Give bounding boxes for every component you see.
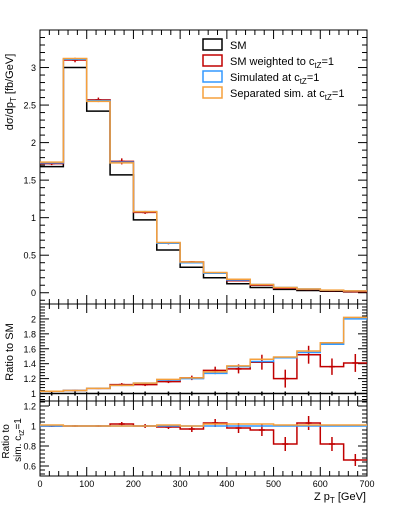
ratio-sim-series-group <box>40 416 367 466</box>
legend-label-simulated-subscript: tZ <box>300 77 307 86</box>
ratio-sim-y-axis-label-line2-text: sim. c <box>13 436 24 462</box>
legend-swatch-separated <box>202 86 223 99</box>
legend-swatch-simulated <box>202 70 223 83</box>
x-tick-label: 100 <box>79 479 94 489</box>
ratio-sim-x-axis-ticks: 0 100 200 300 400 500 600 700 <box>37 401 375 489</box>
main-y-tick-label: 0 <box>31 288 36 298</box>
main-x-axis-ticks <box>39 30 368 304</box>
ratio-sim-plot-frame <box>39 400 368 477</box>
main-y-axis-label-subscript: T <box>9 97 18 102</box>
ratio-to-sm-panel: Ratio to SM 1 1.2 1.4 1.6 1.8 2 <box>4 303 368 402</box>
main-y-tick-label: 3 <box>31 63 36 73</box>
ratio-sim-series-sm-weighted-to-c-line <box>40 422 367 461</box>
ratio-sim-y-tick-label: 1.2 <box>23 402 36 412</box>
main-series-separated-sim-at-c-line <box>40 57 367 292</box>
main-y-tick-label: 1 <box>31 213 36 223</box>
legend-label-simulated-suffix: =1 <box>307 72 320 84</box>
ratio-sim-y-tick-label: 1 <box>31 422 36 432</box>
legend-swatch-sm <box>202 38 223 51</box>
legend-entry-sm: SM <box>202 38 247 52</box>
ratio-sim-y-axis-label-line1: Ratio to <box>1 424 12 459</box>
legend-label-separated: Separated sim. at ctZ=1 <box>230 88 344 102</box>
x-tick-label: 0 <box>37 479 42 489</box>
legend-label-simulated-text: Simulated at c <box>230 72 300 84</box>
ratio-sm-y-tick-label: 2 <box>31 314 36 324</box>
legend-swatch-sm-weighted <box>202 54 223 67</box>
legend-label-simulated: Simulated at ctZ=1 <box>230 72 319 86</box>
ratio-sim-series-separated-sim-at-c-line <box>40 423 367 427</box>
main-y-axis-label-unit: [fb/GeV] <box>4 54 16 97</box>
main-y-axis-label-text: dσ/dp <box>4 102 16 130</box>
main-y-axis-label: dσ/dpT [fb/GeV] <box>4 54 18 131</box>
x-tick-label: 400 <box>219 479 234 489</box>
x-axis-label-text: Z p <box>314 491 330 503</box>
legend-label-sm-weighted-text: SM weighted to c <box>230 56 315 68</box>
ratio-sim-y-axis-label: Ratio to sim. ctZ=1 <box>1 418 26 462</box>
ratio-sm-y-tick-label: 1.6 <box>23 344 36 354</box>
ratio-sim-y-tick-label: 0.8 <box>23 442 36 452</box>
ratio-sim-y-axis-label-suffix: =1 <box>13 418 24 430</box>
legend-label-sm-weighted-suffix: =1 <box>321 56 334 68</box>
x-axis-label-subscript: T <box>330 496 335 505</box>
x-axis-label-unit: [GeV] <box>335 491 366 503</box>
x-tick-label: 200 <box>126 479 141 489</box>
ratio-sim-y-axis-label-subscript: tZ <box>19 429 26 436</box>
ratio-sm-y-axis-label: Ratio to SM <box>4 323 16 380</box>
ratio-sm-series-group <box>40 316 367 396</box>
ratio-sm-y-tick-label: 1 <box>31 389 36 399</box>
ratio-to-sim-panel: Ratio to sim. ctZ=1 0.6 0.8 1 1.2 0 100 200 30… <box>1 400 375 505</box>
legend-label-sm-weighted-subscript: tZ <box>314 61 321 70</box>
ratio-sm-y-tick-label: 1.8 <box>23 329 36 339</box>
legend-entry-simulated: Simulated at ctZ=1 <box>202 70 319 86</box>
legend-label-separated-suffix: =1 <box>332 88 345 100</box>
legend: SM SM weighted to ctZ=1 Simulated at ctZ… <box>202 38 344 102</box>
main-y-tick-label: 1.5 <box>23 176 36 186</box>
ratio-sim-y-axis-ticks: 0.6 0.8 1 1.2 <box>23 401 367 475</box>
x-tick-label: 600 <box>313 479 328 489</box>
main-series-group <box>40 57 367 293</box>
ratio-sim-y-tick-label: 0.6 <box>23 462 36 472</box>
legend-label-sm-weighted: SM weighted to ctZ=1 <box>230 56 334 70</box>
main-y-axis-ticks: 0 0.5 1 1.5 2 2.5 3 <box>23 29 367 301</box>
x-axis-label: Z pT [GeV] <box>314 491 366 505</box>
x-tick-label: 500 <box>266 479 281 489</box>
main-distribution-panel: dσ/dpT [fb/GeV] 0 0.5 1 1.5 2 2.5 3 SM SM weig… <box>4 29 368 305</box>
ratio-sim-y-axis-label-line2: sim. ctZ=1 <box>13 418 26 462</box>
legend-label-separated-text: Separated sim. at c <box>230 88 325 100</box>
legend-label-separated-subscript: tZ <box>325 93 332 102</box>
ratio-sm-y-tick-label: 1.2 <box>23 374 36 384</box>
ratio-sm-y-tick-label: 1.4 <box>23 359 36 369</box>
ratio-sm-series-separated-sim-at-c-line <box>40 316 367 393</box>
legend-entry-separated: Separated sim. at ctZ=1 <box>202 86 344 102</box>
x-tick-label: 300 <box>173 479 188 489</box>
main-y-tick-label: 2 <box>31 138 36 148</box>
main-y-tick-label: 0.5 <box>23 251 36 261</box>
legend-label-sm: SM <box>230 40 247 52</box>
legend-entry-sm-weighted: SM weighted to ctZ=1 <box>202 54 334 70</box>
main-y-tick-label: 2.5 <box>23 101 36 111</box>
x-tick-label: 700 <box>359 479 374 489</box>
